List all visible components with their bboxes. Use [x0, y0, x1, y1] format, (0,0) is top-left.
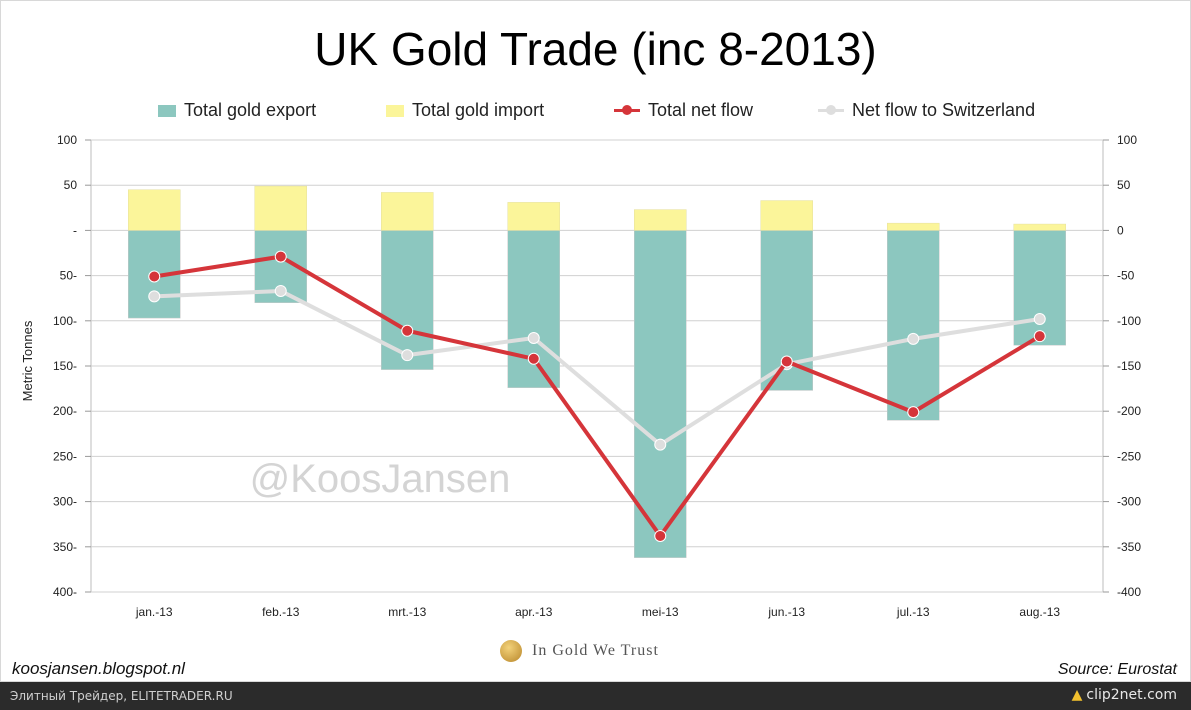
legend-label-import: Total gold import [412, 100, 545, 120]
legend-label-switzerland: Net flow to Switzerland [852, 100, 1036, 120]
clip2net-label: clip2net.com [1086, 687, 1177, 703]
chart-title: UK Gold Trade (inc 8-2013) [314, 23, 877, 75]
y-tick-label-left: 350- [53, 540, 77, 554]
point-switzerland [1033, 312, 1046, 325]
point-switzerland [148, 290, 161, 303]
bar-import [254, 185, 307, 231]
y-tick-label-right: -300 [1117, 495, 1141, 509]
bottom-bar-site: Элитный Трейдер, ELITETRADER.RU [10, 689, 233, 703]
y-tick-label-left: 400- [53, 585, 77, 599]
legend-swatch-net-flow [614, 103, 640, 117]
point-switzerland [527, 331, 540, 344]
x-tick-label: apr.-13 [515, 605, 553, 619]
bar-export [1013, 230, 1066, 346]
point-switzerland [401, 349, 414, 362]
y-tick-label-right: 50 [1117, 178, 1131, 192]
point-net-flow [401, 324, 414, 337]
bar-import [128, 189, 181, 231]
y-tick-label-right: -250 [1117, 449, 1141, 463]
legend-item-switzerland: Net flow to Switzerland [818, 100, 1035, 121]
y-tick-label-left: 150- [53, 359, 77, 373]
point-net-flow [654, 529, 667, 542]
bottom-bar: Элитный Трейдер, ELITETRADER.RU ▲ clip2ne… [0, 682, 1191, 710]
y-tick-label-left: 100- [53, 314, 77, 328]
y-tick-label-right: 100 [1117, 133, 1137, 147]
point-net-flow [527, 352, 540, 365]
x-tick-label: jan.-13 [135, 605, 173, 619]
clip2net-link[interactable]: ▲ clip2net.com [1072, 687, 1177, 703]
point-switzerland [654, 438, 667, 451]
point-net-flow [907, 406, 920, 419]
bar-import [381, 192, 434, 231]
y-tick-label-right: -350 [1117, 540, 1141, 554]
legend: Total gold export Total gold import Tota… [0, 100, 1191, 124]
y-tick-label-right: -100 [1117, 314, 1141, 328]
brand-text: In Gold We Trust [532, 642, 659, 659]
legend-item-net-flow: Total net flow [614, 100, 753, 121]
x-tick-label: jul.-13 [896, 605, 930, 619]
point-switzerland [274, 284, 287, 297]
line-switzerland [154, 288, 1041, 447]
point-net-flow [274, 250, 287, 263]
x-tick-label: mrt.-13 [388, 605, 426, 619]
bar-import [507, 202, 560, 231]
legend-label-net-flow: Total net flow [648, 100, 754, 120]
legend-item-export: Total gold export [158, 100, 316, 121]
upload-arrow-icon: ▲ [1071, 687, 1083, 703]
bar-import [1013, 223, 1066, 231]
line-net-flow [153, 254, 1041, 538]
y-tick-label-left: 50- [60, 269, 77, 283]
y-tick-label-left: 300- [53, 495, 77, 509]
brand-logo: In Gold We Trust [500, 640, 659, 666]
source-note: Source: Eurostat [1057, 661, 1177, 678]
blog-url: koosjansen.blogspot.nl [12, 659, 185, 678]
legend-swatch-import [386, 105, 404, 117]
legend-swatch-export [158, 105, 176, 117]
point-switzerland [907, 332, 920, 345]
y-tick-label-left: - [73, 223, 77, 237]
x-tick-label: feb.-13 [262, 605, 300, 619]
bar-export [634, 230, 687, 558]
legend-swatch-switzerland [818, 103, 844, 117]
y-tick-label-right: -400 [1117, 585, 1141, 599]
y-tick-label-right: -50 [1117, 269, 1135, 283]
legend-label-export: Total gold export [184, 100, 317, 120]
chart-frame [0, 0, 1191, 682]
y-tick-label-left: 50 [64, 178, 78, 192]
y-tick-label-left: 200- [53, 404, 77, 418]
y-tick-label-left: 250- [53, 449, 77, 463]
point-net-flow [780, 355, 793, 368]
y-tick-label-right: 0 [1117, 223, 1124, 237]
x-tick-label: aug.-13 [1019, 605, 1060, 619]
point-net-flow [148, 270, 161, 283]
gold-coin-icon [500, 640, 522, 662]
x-tick-label: jun.-13 [767, 605, 805, 619]
bar-export [381, 230, 434, 370]
bar-import [760, 200, 813, 231]
y-axis-title: Metric Tonnes [20, 320, 35, 401]
x-tick-label: mei-13 [642, 605, 679, 619]
watermark: @KoosJansen [250, 457, 511, 501]
y-tick-label-left: 100 [57, 133, 77, 147]
bar-export [887, 230, 940, 421]
bar-import [887, 222, 940, 231]
bar-import [634, 209, 687, 231]
point-net-flow [1033, 330, 1046, 343]
legend-item-import: Total gold import [386, 100, 544, 121]
y-tick-label-right: -200 [1117, 404, 1141, 418]
y-tick-label-right: -150 [1117, 359, 1141, 373]
